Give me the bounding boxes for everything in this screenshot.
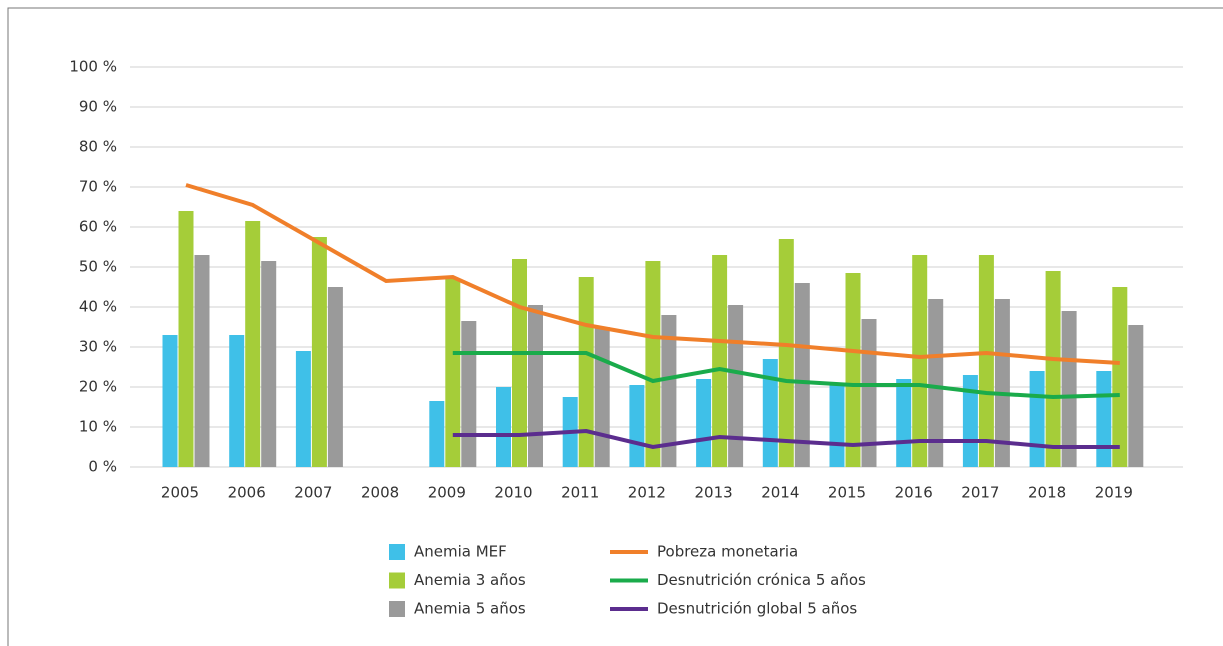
frame <box>7 7 1223 646</box>
legend-swatch <box>389 601 405 617</box>
bar <box>962 375 978 467</box>
legend-label: Anemia 3 años <box>414 571 526 589</box>
y-tick-label: 30 % <box>79 338 117 356</box>
x-tick-label: 2018 <box>1028 484 1066 502</box>
bar <box>994 299 1010 467</box>
bar <box>629 385 645 467</box>
y-tick-label: 10 % <box>79 418 117 436</box>
x-tick-label: 2014 <box>761 484 799 502</box>
y-tick-label: 70 % <box>79 178 117 196</box>
bar <box>829 385 845 467</box>
y-tick-label: 50 % <box>79 258 117 276</box>
bar <box>845 273 861 467</box>
bar <box>1112 287 1128 467</box>
bar <box>861 319 877 467</box>
bar <box>194 255 210 467</box>
bar <box>162 335 178 467</box>
bar <box>1061 311 1077 467</box>
line <box>452 351 1120 400</box>
bar <box>912 255 928 467</box>
bar <box>1029 371 1045 467</box>
bar <box>327 287 343 467</box>
bar <box>728 305 744 467</box>
x-tick-label: 2017 <box>961 484 999 502</box>
bar <box>1128 325 1144 467</box>
bar <box>295 351 311 467</box>
x-tick-label: 2005 <box>161 484 199 502</box>
x-tick-label: 2019 <box>1095 484 1133 502</box>
x-tick-label: 2016 <box>895 484 933 502</box>
y-tick-label: 60 % <box>79 218 117 236</box>
bar <box>896 379 912 467</box>
x-tick-label: 2006 <box>228 484 266 502</box>
bar <box>461 321 477 467</box>
legend-label: Pobreza monetaria <box>657 543 798 561</box>
legend-label: Anemia 5 años <box>414 600 526 618</box>
bar <box>429 401 445 467</box>
bar <box>1096 371 1112 467</box>
y-tick-label: 40 % <box>79 298 117 316</box>
bar <box>778 239 794 467</box>
bar <box>245 221 261 467</box>
bar <box>178 211 194 467</box>
x-tick-label: 2015 <box>828 484 866 502</box>
x-tick-label: 2008 <box>361 484 399 502</box>
legend-label: Desnutrición global 5 años <box>657 600 857 618</box>
x-tick-label: 2010 <box>494 484 532 502</box>
legend-label: Desnutrición crónica 5 años <box>657 571 866 589</box>
bar <box>496 387 511 467</box>
bar <box>512 259 527 467</box>
bar <box>696 379 712 467</box>
y-tick-label: 20 % <box>79 378 117 396</box>
y-tick-label: 0 % <box>88 458 117 476</box>
bar <box>594 327 610 467</box>
bar <box>528 305 543 467</box>
bar <box>661 315 677 467</box>
bar <box>1045 271 1061 467</box>
bar <box>445 279 461 467</box>
line <box>452 428 1120 450</box>
legend-label: Anemia MEF <box>414 543 507 561</box>
bar <box>229 335 245 467</box>
y-tick-label: 80 % <box>79 138 117 156</box>
y-tick-label: 90 % <box>79 98 117 116</box>
x-tick-label: 2011 <box>561 484 599 502</box>
y-tick-label: 100 % <box>69 58 117 76</box>
bar <box>978 255 994 467</box>
bar <box>794 283 810 467</box>
legend-swatch <box>389 572 405 589</box>
bar <box>645 261 661 467</box>
x-tick-label: 2012 <box>628 484 666 502</box>
bar <box>578 277 594 467</box>
x-tick-label: 2009 <box>428 484 466 502</box>
bar <box>261 261 277 467</box>
bar <box>712 255 728 467</box>
legend-swatch <box>389 544 405 560</box>
x-tick-label: 2007 <box>294 484 332 502</box>
line <box>185 183 1120 365</box>
bar <box>928 299 944 467</box>
x-tick-label: 2013 <box>695 484 733 502</box>
bar <box>311 237 327 467</box>
